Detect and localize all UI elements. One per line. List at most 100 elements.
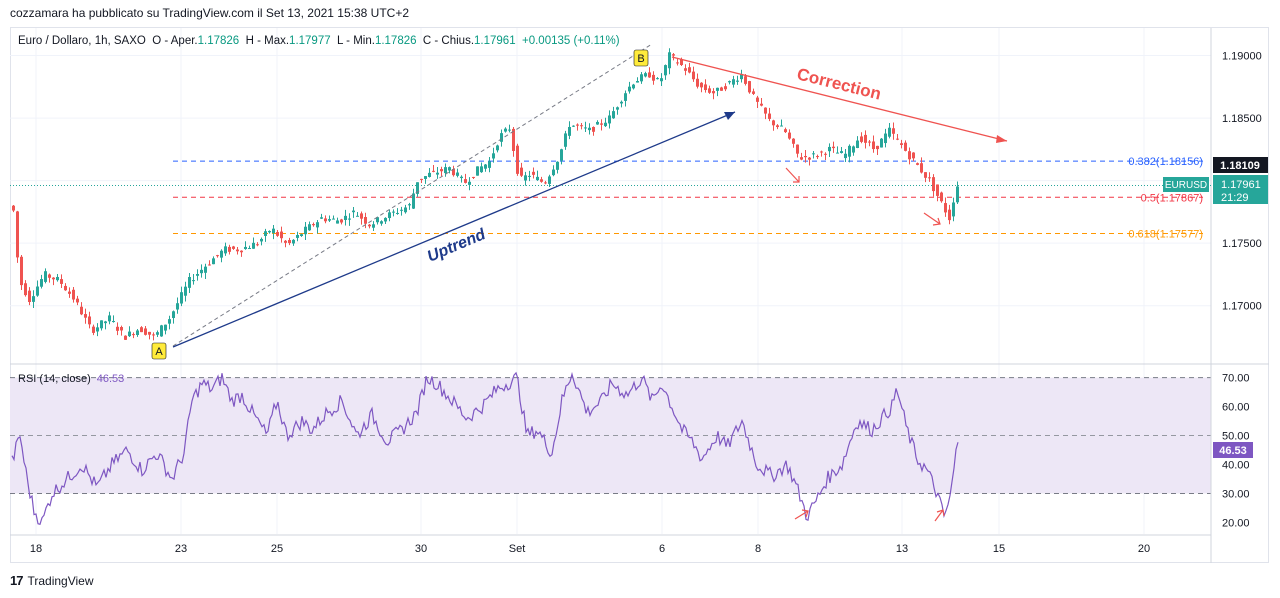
candle-body: [260, 238, 263, 242]
candle-body: [512, 128, 515, 151]
candle-body: [608, 115, 611, 124]
candle-body: [612, 111, 615, 119]
candle-body: [116, 326, 119, 331]
candle-body: [324, 218, 327, 222]
candle-body: [484, 164, 487, 169]
candle-body: [476, 166, 479, 176]
candle-body: [752, 91, 755, 94]
small-arrows: [785, 167, 945, 522]
candle-body: [180, 292, 183, 304]
candle-body: [164, 324, 167, 331]
candle-body: [528, 175, 531, 177]
candle-body: [100, 320, 103, 329]
rsi-legend[interactable]: RSI (14, close) 46.53: [18, 373, 124, 385]
legend-low: 1.17826: [374, 35, 417, 47]
candle-body: [444, 167, 447, 174]
candle-body: [208, 264, 211, 266]
candle-body: [712, 91, 715, 94]
candle-body: [396, 212, 399, 214]
time-tick-label: 30: [415, 543, 427, 555]
candle-body: [560, 149, 563, 161]
candle-body: [896, 138, 899, 140]
price-tick-label: 1.19000: [1222, 51, 1262, 63]
candle-body: [52, 277, 55, 280]
time-tick-label: 6: [659, 543, 665, 555]
uptrend-arrow-head: [724, 112, 735, 120]
candle-body: [40, 279, 43, 287]
candle-body: [788, 132, 791, 139]
candle-body: [892, 128, 895, 134]
publisher-line: cozzamara ha pubblicato su TradingView.c…: [10, 6, 410, 20]
candle-body: [920, 163, 923, 173]
candle-body: [668, 52, 671, 69]
time-tick-label: 15: [993, 543, 1005, 555]
candle-body: [628, 86, 631, 92]
candle-body: [776, 125, 779, 128]
candle-body: [884, 133, 887, 144]
rsi-value-tag-text: 46.53: [1219, 445, 1247, 457]
candle-body: [800, 157, 803, 160]
footer[interactable]: 17 TradingView: [10, 573, 94, 588]
candle-body: [824, 153, 827, 155]
legend-change: +0.00135 (+0.11%): [522, 35, 620, 47]
candle-body: [644, 73, 647, 77]
candle-body: [188, 277, 191, 288]
correction-label: Correction: [795, 64, 883, 103]
candle-body: [584, 127, 587, 129]
candle-body: [680, 59, 683, 66]
time-tick-label: 23: [175, 543, 187, 555]
candle-body: [392, 211, 395, 213]
candle-body: [692, 71, 695, 80]
candle-body: [492, 153, 495, 159]
candle-body: [216, 255, 219, 257]
candle-body: [416, 182, 419, 194]
candle-body: [192, 280, 195, 282]
candle-body: [816, 156, 819, 158]
candle-body: [160, 325, 163, 337]
rsi-tick-label: 20.00: [1222, 517, 1250, 529]
candle-body: [812, 153, 815, 155]
candle-body: [804, 155, 807, 158]
candle-body: [184, 286, 187, 296]
candle-body: [636, 81, 639, 83]
candle-body: [876, 145, 879, 150]
candle-body: [212, 258, 215, 265]
candle-body: [616, 107, 619, 110]
candle-body: [404, 207, 407, 213]
candle-body: [684, 68, 687, 71]
candle-body: [344, 215, 347, 220]
rsi-tick-label: 70.00: [1222, 373, 1250, 385]
candle-body: [756, 97, 759, 102]
candle-body: [84, 314, 87, 318]
candle-body: [808, 157, 811, 160]
candle-body: [12, 205, 15, 211]
candle-body: [120, 327, 123, 331]
time-tick-label: 13: [896, 543, 908, 555]
candle-body: [656, 78, 659, 80]
fib-label: 0.382(1.18156): [1128, 156, 1203, 168]
candle-body: [548, 176, 551, 184]
candle-body: [272, 228, 275, 234]
point-b-marker: B: [633, 49, 649, 67]
candle-body: [676, 62, 679, 64]
candle-body: [488, 161, 491, 168]
candle-body: [276, 232, 279, 236]
time-tick-label: Set: [509, 543, 526, 555]
candle-body: [784, 129, 787, 133]
candle-body: [936, 184, 939, 196]
candle-body: [796, 144, 799, 154]
candle-body: [460, 176, 463, 179]
candle-body: [388, 212, 391, 219]
candle-body: [652, 74, 655, 81]
chart-legend[interactable]: Euro / Dollaro, 1h, SAXO O - Aper.1.1782…: [18, 35, 620, 47]
candle-body: [80, 306, 83, 315]
candle-body: [932, 177, 935, 192]
candle-body: [140, 327, 143, 333]
candle-body: [868, 141, 871, 143]
candle-body: [588, 127, 591, 131]
candle-body: [340, 219, 343, 223]
candle-body: [280, 231, 283, 239]
candle-body: [672, 54, 675, 56]
legend-close-label: C - Chius.: [422, 35, 475, 47]
